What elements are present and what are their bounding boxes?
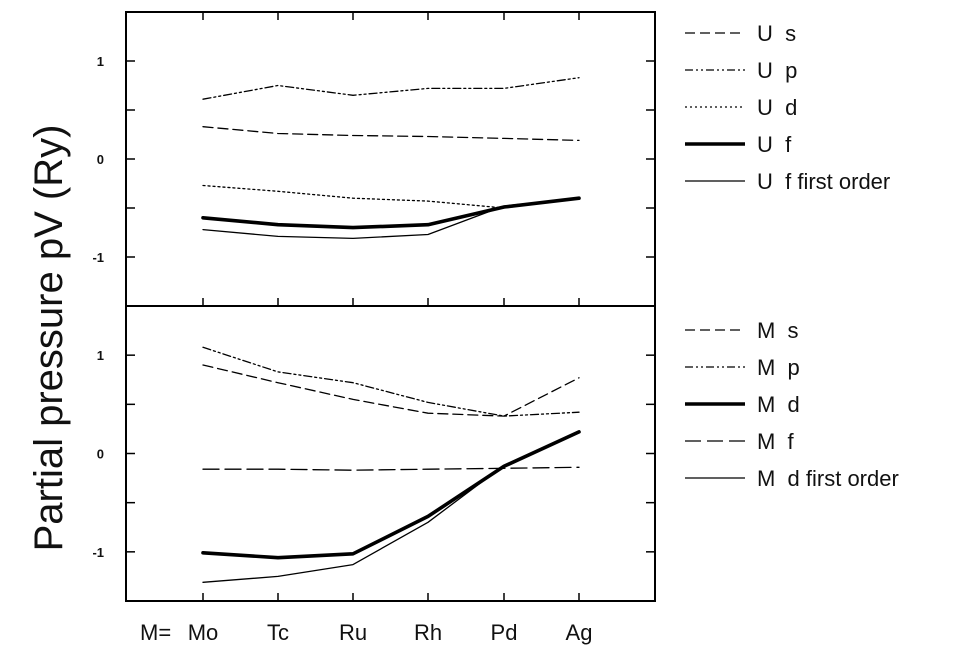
plot-frame-1 bbox=[125, 11, 656, 307]
series-line-p2-2 bbox=[202, 346, 580, 417]
x-tick-label: Pd bbox=[491, 620, 518, 645]
legend-label: U s bbox=[757, 21, 796, 46]
legend-label: M p bbox=[757, 355, 800, 380]
x-tick-label: Mo bbox=[188, 620, 219, 645]
series-line-p1-5 bbox=[202, 197, 580, 240]
legend-label: M d first order bbox=[757, 466, 899, 491]
y-axis-label: Partial pressure pV (Ry) bbox=[27, 125, 71, 552]
legends: U s U p U d U f U f first order M s M p M d M f M… bbox=[685, 21, 899, 491]
legend-label: M f bbox=[757, 429, 795, 454]
series-line-p1-4 bbox=[201, 196, 581, 230]
y-tick-label: 1 bbox=[97, 54, 104, 69]
series-line-p2-5 bbox=[202, 431, 580, 583]
y-tick-label: -1 bbox=[92, 545, 104, 560]
x-tick-label: Ag bbox=[566, 620, 593, 645]
series-line-p2-3 bbox=[201, 430, 581, 560]
y-tick-label: 0 bbox=[97, 447, 104, 462]
axes: -1 0 1 -1 0 1 M= Mo Tc Ru Rh Pd Ag bbox=[92, 12, 655, 645]
legend-label: M s bbox=[757, 318, 799, 343]
plot-frame-2 bbox=[125, 305, 656, 602]
series-line-p2-4 bbox=[202, 466, 580, 471]
legend-label: U f first order bbox=[757, 169, 890, 194]
plot-frames bbox=[125, 11, 656, 602]
x-axis-prefix: M= bbox=[140, 620, 171, 645]
series-lines bbox=[201, 77, 581, 583]
legend-label: M d bbox=[757, 392, 800, 417]
legend-label: U f bbox=[757, 132, 792, 157]
x-tick-label: Ru bbox=[339, 620, 367, 645]
y-tick-label: -1 bbox=[92, 250, 104, 265]
y-tick-label: 0 bbox=[97, 152, 104, 167]
series-line-p1-1 bbox=[202, 126, 580, 142]
y-tick-label: 1 bbox=[97, 348, 104, 363]
x-tick-label: Tc bbox=[267, 620, 289, 645]
legend-label: U d bbox=[757, 95, 797, 120]
series-line-p1-2 bbox=[202, 77, 580, 100]
series-line-p2-1 bbox=[202, 364, 580, 417]
x-tick-label: Rh bbox=[414, 620, 442, 645]
legend-label: U p bbox=[757, 58, 797, 83]
